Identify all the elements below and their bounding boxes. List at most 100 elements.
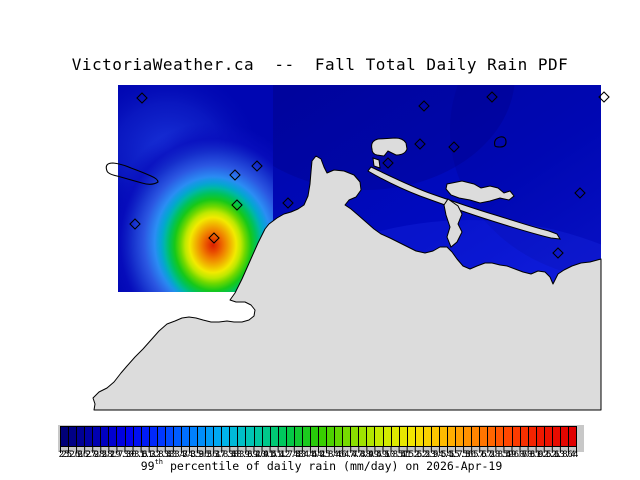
colorbar-segment [302, 427, 311, 446]
colorbar-segment [270, 427, 279, 446]
colorbar-tick-label: 50.4 [384, 450, 407, 460]
colorbar-tick-label: 64 [567, 450, 579, 460]
colorbar-tick-label: 60.9 [521, 450, 544, 460]
island-outline-west [105, 162, 159, 185]
colorbar-segment [560, 427, 569, 446]
caption-text: percentile of daily rain (mm/day) on 202… [163, 459, 503, 473]
colorbar-segment [238, 427, 247, 446]
colorbar-tick-label: 28.1 [93, 450, 116, 460]
island-flag [371, 137, 408, 157]
colorbar-segment [294, 427, 303, 446]
colorbar-tick-label: 26.9 [77, 450, 100, 460]
colorbar-tick-label: 48.5 [360, 450, 382, 460]
colorbar-tick-label: 31.2 [133, 450, 156, 460]
colorbar-segment [407, 427, 416, 446]
colorbar-tick-label: 63.4 [554, 450, 576, 460]
colorbar-tick-label: 55.3 [449, 450, 471, 460]
colorbar-tick-label: 30.6 [125, 450, 148, 460]
colorbar-segment [93, 427, 102, 446]
colorbar-tick-label: 34.3 [174, 450, 197, 460]
colorbar-tick-label: 60.3 [513, 450, 536, 460]
colorbar-segment [431, 427, 440, 446]
colorbar-tick-label: 29.3 [109, 450, 132, 460]
colorbar-segment [254, 427, 263, 446]
colorbar-segment [310, 427, 319, 446]
colorbar-segment [214, 427, 223, 446]
colorbar-tick-label: 36.1 [198, 450, 221, 460]
station-diamond-icon [251, 160, 263, 172]
colorbar-tick-label: 27.5 [85, 450, 108, 460]
colorbar-segment [439, 427, 448, 446]
colorbar-segment [286, 427, 295, 446]
colorbar-tick-label: 62.1 [537, 450, 560, 460]
colorbar-segment [448, 427, 457, 446]
colorbar-tick-label: 31.8 [142, 450, 164, 460]
colorbar-segment [496, 427, 505, 446]
colorbar-tick-label: 61.5 [529, 450, 552, 460]
colorbar-segment [383, 427, 392, 446]
colorbar-segment [391, 427, 400, 446]
colorbar-tick-label: 57.8 [481, 450, 504, 460]
percentile-number: 99 [140, 459, 155, 473]
colorbar-segment [278, 427, 287, 446]
station-diamond-icon [598, 91, 610, 103]
station-diamond-icon [552, 247, 564, 259]
colorbar-segment [222, 427, 231, 446]
colorbar-segment [85, 427, 94, 446]
island-sliver [372, 157, 381, 169]
colorbar-tick-label: 59.7 [505, 450, 528, 460]
plot-title: VictoriaWeather.ca -- Fall Total Daily R… [71, 55, 569, 74]
islet-outline [494, 136, 507, 148]
colorbar-segment [141, 427, 150, 446]
colorbar-tick-label: 30 [123, 450, 135, 460]
colorbar-segment [69, 427, 78, 446]
colorbar-segment [367, 427, 376, 446]
colorbar-tick-label: 43.6 [295, 450, 318, 460]
colorbar-segment [190, 427, 199, 446]
colorbar-tick-label: 47.3 [344, 450, 366, 460]
colorbar-tick-label: 56 [462, 450, 474, 460]
colorbar-tick-label: 51.6 [400, 450, 423, 460]
colorbar-segment [173, 427, 182, 446]
colorbar-segment [423, 427, 432, 446]
colorbar-tick-label: 25.6 [61, 450, 83, 460]
island-chain [367, 166, 561, 240]
colorbar-tick-label: 57.2 [473, 450, 495, 460]
colorbar [60, 426, 577, 447]
island-group [445, 180, 515, 204]
colorbar-segment [415, 427, 424, 446]
colorbar-segment [61, 427, 70, 446]
colorbar-segment [181, 427, 190, 446]
colorbar-segment [327, 427, 336, 446]
colorbar-tick-label: 35.5 [190, 450, 213, 460]
colorbar-tick-label: 59 [502, 450, 514, 460]
colorbar-segment [77, 427, 86, 446]
station-diamond-icon [382, 157, 394, 169]
colorbar-segment [359, 427, 368, 446]
colorbar-tick-label: 54.7 [440, 450, 463, 460]
colorbar-tick-label: 52.9 [416, 450, 439, 460]
colorbar-tick-label: 47.9 [352, 450, 374, 460]
colorbar-segment [230, 427, 239, 446]
colorbar-segment [149, 427, 158, 446]
colorbar-tick-label: 26.2 [69, 450, 92, 460]
colorbar-segment [335, 427, 344, 446]
colorbar-tick-label: 32.4 [150, 450, 172, 460]
landmass-main [92, 155, 602, 411]
colorbar-tick-label: 46.7 [335, 450, 358, 460]
colorbar-tick-label: 46 [333, 450, 345, 460]
colorbar-segment [520, 427, 529, 446]
colorbar-tick-label: 33 [163, 450, 175, 460]
colorbar-tick-label: 51 [397, 450, 409, 460]
colorbar-ticks [60, 447, 577, 453]
colorbar-segment [246, 427, 255, 446]
colorbar-tick-label: 49.1 [368, 450, 390, 460]
colorbar-tick-label: 44.2 [303, 450, 326, 460]
colorbar-tick-label: 38 [228, 450, 240, 460]
colorbar-segment [343, 427, 352, 446]
colorbar-segment [101, 427, 110, 446]
colorbar-segment [528, 427, 537, 446]
colorbar-tick-label: 45.4 [319, 450, 342, 460]
